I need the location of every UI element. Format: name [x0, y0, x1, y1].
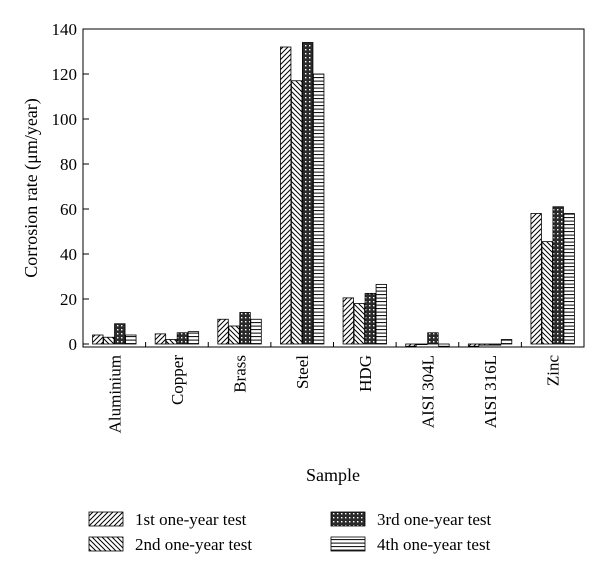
- bar: [217, 318, 229, 345]
- bar: [427, 332, 439, 345]
- legend-label: 2nd one-year test: [135, 535, 252, 554]
- bar: [291, 80, 303, 345]
- bar: [552, 206, 564, 345]
- bar: [489, 343, 502, 346]
- legend-label: 1st one-year test: [135, 510, 247, 529]
- bar: [187, 331, 200, 345]
- y-tick-label: 40: [60, 245, 77, 264]
- y-tick-label: 60: [60, 200, 77, 219]
- bar: [563, 213, 575, 345]
- bar: [302, 42, 314, 345]
- legend-swatch: [330, 536, 366, 552]
- x-axis-title: Sample: [306, 465, 360, 485]
- legend: 1st one-year test 3rd one-year test 2nd on…: [88, 510, 492, 554]
- y-tick-label: 100: [52, 110, 78, 129]
- y-axis-title: Corrosion rate (μm/year): [21, 98, 42, 278]
- bar: [125, 334, 137, 345]
- legend-swatch: [88, 536, 124, 552]
- bar: [478, 343, 491, 346]
- x-axis: Aluminium Copper Brass Steel HDG AISI 304L AIS…: [105, 342, 563, 433]
- bar: [416, 343, 428, 346]
- legend-label: 4th one-year test: [377, 535, 491, 554]
- category-label: Steel: [293, 355, 312, 389]
- bar: [103, 336, 115, 345]
- bar: [313, 73, 325, 345]
- y-tick-label: 80: [60, 155, 77, 174]
- category-label: AISI 304L: [418, 355, 437, 428]
- bar: [165, 339, 178, 345]
- category-label: Brass: [231, 355, 250, 393]
- bar: [92, 334, 104, 345]
- bar: [250, 318, 262, 345]
- bar: [353, 303, 365, 345]
- bar: [500, 339, 513, 345]
- legend-label: 3rd one-year test: [377, 510, 492, 529]
- bar: [467, 343, 480, 347]
- bar: [239, 312, 251, 345]
- bars: [92, 42, 575, 347]
- bar: [375, 283, 387, 345]
- bar: [280, 46, 292, 345]
- bar: [228, 325, 240, 345]
- y-tick-label: 140: [52, 20, 78, 39]
- plot-frame: [82, 28, 585, 348]
- bar: [176, 332, 189, 345]
- category-label: Zinc: [544, 355, 563, 387]
- legend-swatch: [88, 511, 124, 527]
- category-label: AISI 316L: [481, 355, 500, 428]
- y-axis: 0 20 40 60 80 100 120 140: [52, 20, 89, 354]
- bar: [364, 292, 376, 345]
- bar: [438, 343, 450, 347]
- category-label: Aluminium: [105, 355, 124, 433]
- y-tick-label: 20: [60, 290, 77, 309]
- bar: [530, 213, 542, 345]
- category-label: HDG: [356, 355, 375, 392]
- legend-swatch: [330, 511, 366, 527]
- bar: [405, 343, 417, 347]
- y-tick-label: 0: [69, 335, 78, 354]
- bar: [114, 323, 126, 345]
- bar: [541, 241, 553, 345]
- bar: [154, 333, 167, 345]
- category-label: Copper: [168, 355, 187, 405]
- bar: [342, 297, 354, 345]
- y-tick-label: 120: [52, 65, 78, 84]
